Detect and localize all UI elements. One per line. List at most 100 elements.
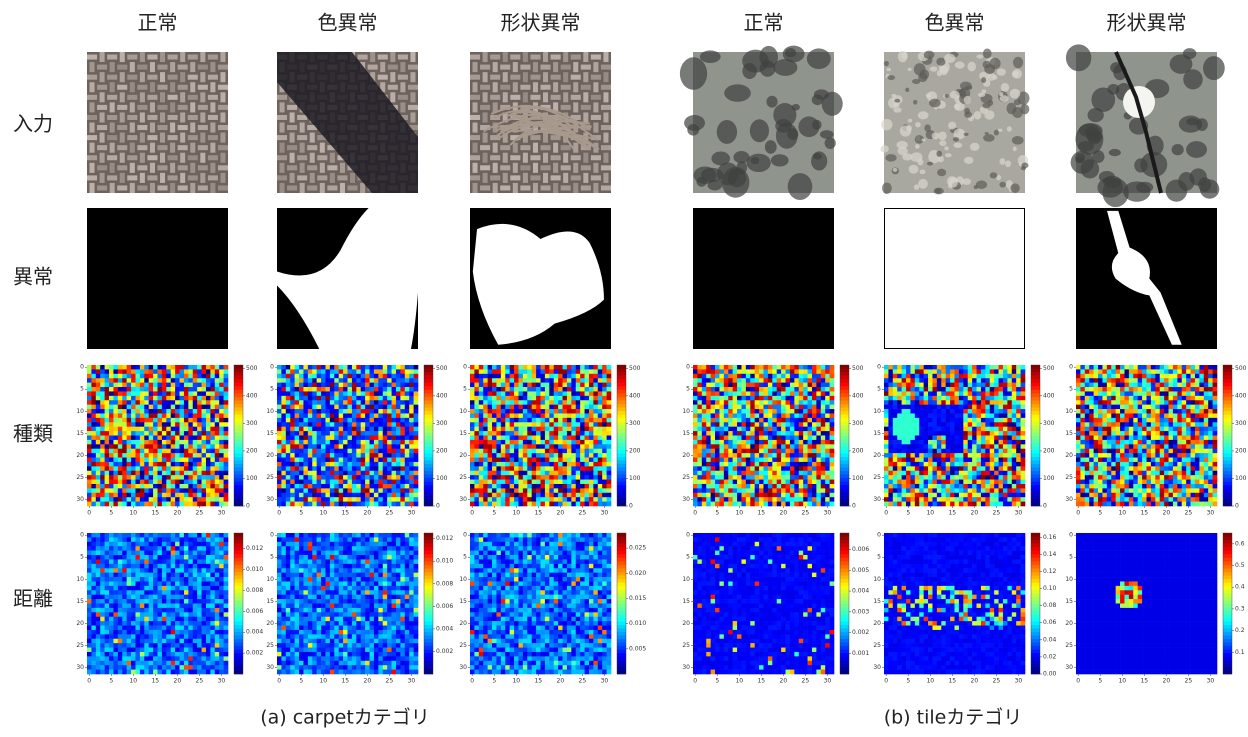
- cell: [576, 462, 581, 467]
- weave: [593, 102, 598, 112]
- cell: [356, 493, 361, 498]
- cell: [724, 471, 729, 476]
- cell: [501, 475, 506, 480]
- cell: [215, 466, 220, 471]
- cell: [109, 413, 114, 418]
- cell: [768, 466, 773, 471]
- cell: [100, 436, 105, 441]
- cell: [180, 493, 185, 498]
- cell: [563, 493, 568, 498]
- cell: [768, 396, 773, 401]
- cell: [303, 436, 308, 441]
- cell: [361, 396, 366, 401]
- cell: [405, 405, 410, 410]
- cell: [184, 502, 189, 507]
- cell: [87, 418, 92, 423]
- cell: [830, 449, 835, 454]
- cell: [131, 436, 136, 441]
- cell: [532, 378, 537, 383]
- cell: [483, 378, 488, 383]
- cell: [576, 436, 581, 441]
- cell: [541, 493, 546, 498]
- weave: [137, 165, 147, 170]
- cell: [206, 431, 211, 436]
- cell: [518, 440, 523, 445]
- cell: [290, 422, 295, 427]
- y-tick-label: 15: [76, 430, 84, 437]
- cell: [374, 471, 379, 476]
- cell: [602, 458, 607, 463]
- cell: [607, 405, 612, 410]
- cell: [330, 488, 335, 493]
- cell: [330, 396, 335, 401]
- cell: [532, 475, 537, 480]
- cell: [693, 471, 698, 476]
- weave: [571, 75, 581, 80]
- cell: [321, 458, 326, 463]
- cell: [470, 471, 475, 476]
- cell: [772, 444, 777, 449]
- cell: [803, 396, 808, 401]
- weave: [107, 55, 117, 60]
- cell: [488, 449, 493, 454]
- cell: [149, 391, 154, 396]
- cell: [563, 422, 568, 427]
- colorbar-step: [424, 471, 433, 475]
- cell: [702, 458, 707, 463]
- cell: [105, 484, 110, 489]
- cell: [299, 436, 304, 441]
- cell: [790, 431, 795, 436]
- cell: [409, 453, 414, 458]
- cell: [118, 449, 123, 454]
- cell: [541, 444, 546, 449]
- cell: [576, 458, 581, 463]
- cell: [786, 436, 791, 441]
- cell: [396, 387, 401, 392]
- cell: [706, 422, 711, 427]
- cell: [786, 378, 791, 383]
- weave: [147, 75, 157, 80]
- cell: [585, 365, 590, 370]
- cell: [109, 449, 114, 454]
- cell: [295, 453, 300, 458]
- cell: [479, 466, 484, 471]
- cell: [470, 391, 475, 396]
- cell: [527, 400, 532, 405]
- weave: [500, 65, 510, 70]
- cell: [693, 427, 698, 432]
- cell: [162, 374, 167, 379]
- cell: [593, 471, 598, 476]
- cell: [799, 440, 804, 445]
- cell: [510, 374, 515, 379]
- cell: [100, 502, 105, 507]
- cell: [105, 396, 110, 401]
- cell: [303, 427, 308, 432]
- cell: [768, 365, 773, 370]
- cell: [122, 374, 127, 379]
- weave: [208, 155, 218, 160]
- cell: [816, 413, 821, 418]
- cell: [370, 462, 375, 467]
- cell: [505, 431, 510, 436]
- cell: [825, 409, 830, 414]
- cell: [598, 493, 603, 498]
- cell: [496, 378, 501, 383]
- cell: [127, 427, 132, 432]
- weave: [388, 65, 398, 70]
- cell: [330, 409, 335, 414]
- cell: [109, 493, 114, 498]
- cell: [184, 458, 189, 463]
- weave: [523, 52, 528, 62]
- cell: [158, 497, 163, 502]
- cell: [149, 400, 154, 405]
- cell: [755, 444, 760, 449]
- colorbar-step: [617, 421, 626, 425]
- weave: [290, 112, 295, 122]
- spot: [1010, 89, 1021, 99]
- cell: [799, 466, 804, 471]
- cell: [105, 449, 110, 454]
- cell: [105, 387, 110, 392]
- cell: [286, 374, 291, 379]
- weave: [87, 55, 97, 60]
- cell: [149, 449, 154, 454]
